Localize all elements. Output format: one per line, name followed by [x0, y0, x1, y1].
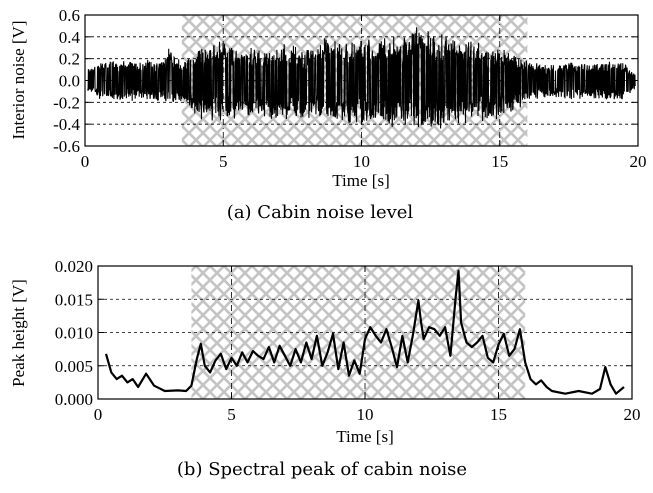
chart-a-xtick-label: 5 — [219, 152, 228, 171]
chart-a-ytick-label: -0.6 — [53, 137, 80, 156]
chart-b-ytick-label: 0.015 — [55, 290, 93, 309]
chart-a-xlabel: Time [s] — [332, 171, 389, 190]
chart-b-xtick-label: 20 — [624, 405, 641, 424]
chart-a-caption: (a) Cabin noise level — [227, 202, 414, 223]
chart-b: 0.000 0.005 0.010 0.015 0.020 0 5 10 15 20 — [55, 257, 641, 424]
chart-a-ytick-label: -0.2 — [53, 93, 80, 112]
chart-b-series-line — [104, 269, 625, 395]
chart-b-ylabel: Peak height [V] — [9, 279, 28, 387]
chart-b-xtick-label: 0 — [94, 405, 103, 424]
chart-a-xtick-label: 20 — [630, 152, 647, 171]
chart-a-ytick-label: 0.2 — [59, 50, 80, 69]
chart-a: -0.6 -0.4 -0.2 0.0 0.2 0.4 0.6 0 5 10 15 20 — [53, 6, 646, 171]
chart-b-ytick-label: 0.000 — [55, 390, 93, 409]
chart-a-ytick-label: 0.0 — [59, 72, 80, 91]
chart-b-ytick-label: 0.020 — [55, 257, 93, 276]
chart-b-xtick-label: 5 — [227, 405, 236, 424]
chart-a-ytick-label: 0.6 — [59, 6, 80, 25]
chart-a-ylabel: Interior noise [V] — [9, 21, 28, 140]
chart-a-xtick-label: 15 — [491, 152, 508, 171]
chart-a-ytick-label: -0.4 — [53, 115, 80, 134]
chart-a-ytick-label: 0.4 — [59, 28, 81, 47]
chart-b-ytick-label: 0.010 — [55, 324, 93, 343]
chart-b-xtick-label: 15 — [490, 405, 507, 424]
chart-a-xtick-label: 0 — [81, 152, 90, 171]
chart-b-xlabel: Time [s] — [336, 427, 393, 446]
chart-a-series-line — [87, 27, 636, 129]
chart-b-ytick-label: 0.005 — [55, 357, 93, 376]
chart-b-caption: (b) Spectral peak of cabin noise — [177, 459, 467, 480]
chart-a-xtick-label: 10 — [353, 152, 370, 171]
chart-b-xtick-label: 10 — [357, 405, 374, 424]
